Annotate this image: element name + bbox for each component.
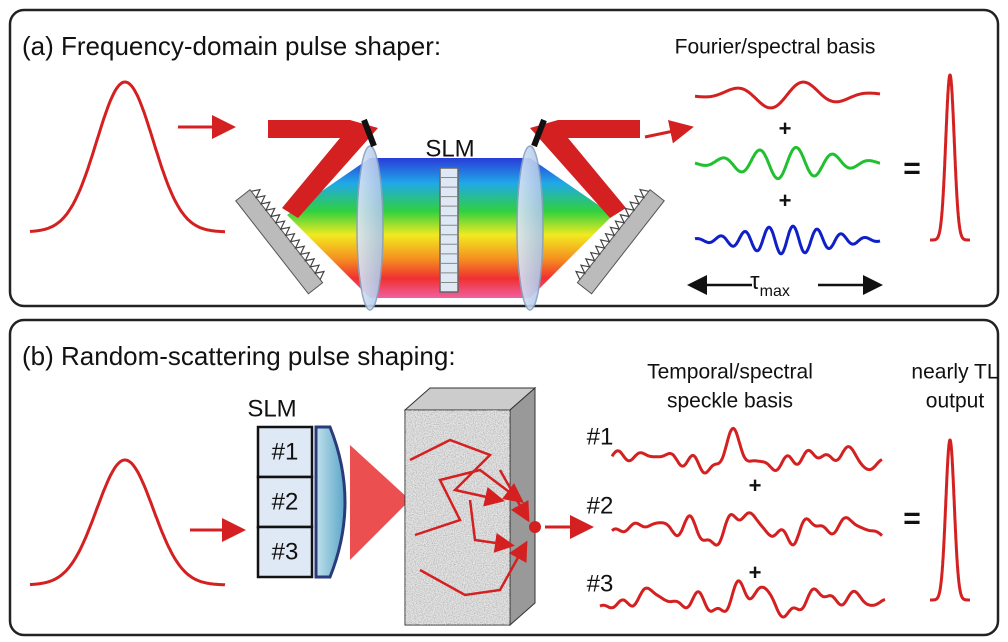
slm-cell: #2 [272,488,299,515]
speckle-wave [612,513,882,545]
pulse [930,440,970,600]
basis-wave [695,226,880,254]
tau-label: τmax [750,268,790,300]
basis-label: Fourier/spectral basis [675,36,876,59]
panel-a-title: (a) Frequency-domain pulse shaper: [22,31,441,61]
basis-wave [695,82,880,108]
equals-sign: = [903,502,921,535]
basis-label: speckle basis [667,390,793,413]
pulse [930,75,970,240]
basis-label: Temporal/spectral [647,361,813,384]
figure: (a) Frequency-domain pulse shaper: Fouri… [0,0,1008,642]
pulse [30,82,225,232]
slm-cell: #3 [272,538,299,565]
equals-sign: = [903,152,921,185]
panel-b-title: (b) Random-scattering pulse shaping: [22,341,456,371]
plus-sign: + [779,188,792,213]
output-label: output [926,390,985,413]
plus-sign: + [749,560,762,585]
wave-label: #2 [587,492,614,519]
wave-label: #1 [587,423,614,450]
slm-cell: #1 [272,438,299,465]
scattering-optics [190,388,588,625]
slm-label: SLM [425,135,474,162]
speckle-wave [612,428,882,473]
wave-label: #3 [587,570,614,597]
pulse [30,460,225,585]
output-label: nearly TL [911,361,998,384]
plus-sign: + [779,116,792,141]
plus-sign: + [749,473,762,498]
tau-subscript: max [760,283,790,300]
slm-label: SLM [247,395,296,422]
basis-wave [695,147,880,178]
speckle-wave [600,581,885,617]
